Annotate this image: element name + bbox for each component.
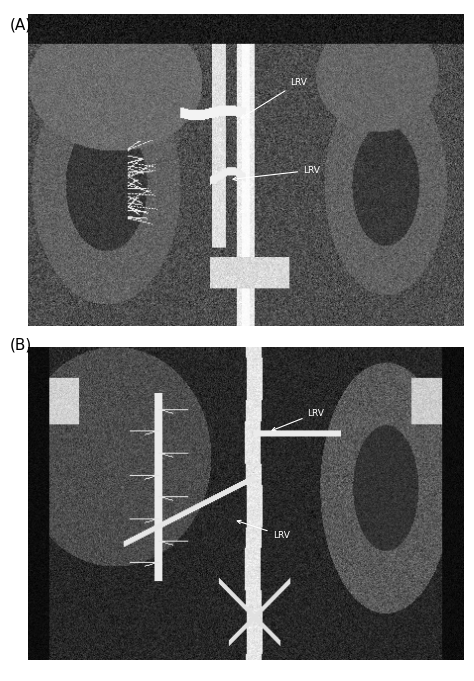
Text: LRV: LRV [241,78,307,118]
Text: (A): (A) [9,17,32,32]
Text: LRV: LRV [272,409,324,431]
Text: LRV: LRV [237,520,290,540]
Text: (B): (B) [9,337,32,352]
Text: LRV: LRV [233,165,320,180]
